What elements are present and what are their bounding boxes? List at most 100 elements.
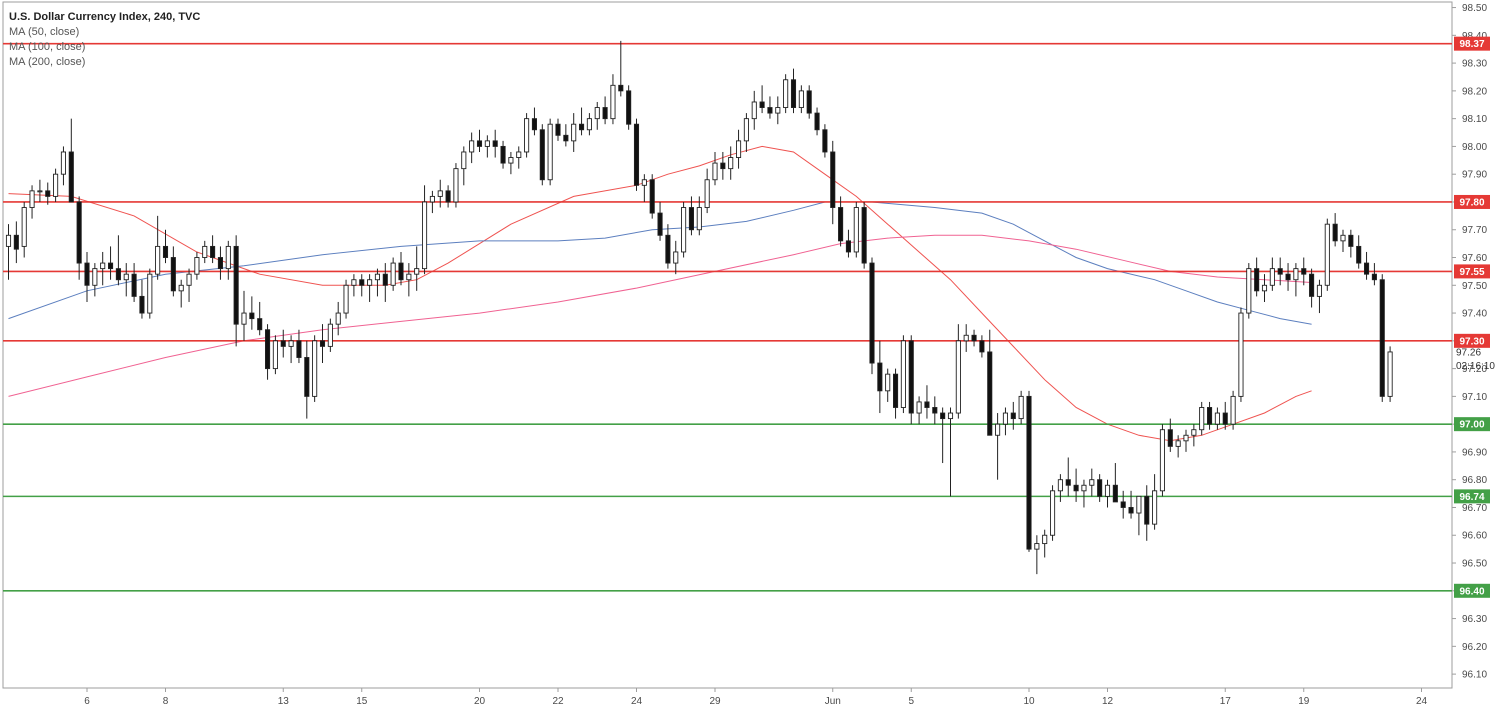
bearish-candle xyxy=(45,190,51,197)
bullish-candle xyxy=(155,245,161,275)
legend-ma100[interactable]: MA (100, close) xyxy=(9,41,86,53)
bearish-candle xyxy=(633,123,640,186)
bearish-candle xyxy=(908,340,914,414)
bullish-candle xyxy=(1089,479,1095,486)
bullish-candle xyxy=(21,207,27,247)
bearish-candle xyxy=(563,134,569,142)
bearish-candle xyxy=(971,334,977,342)
bullish-candle xyxy=(736,140,742,158)
bar-countdown-label: 02:16:10 xyxy=(1456,361,1495,372)
bullish-candle xyxy=(60,151,66,175)
bearish-candle xyxy=(1348,234,1354,247)
level-badge-label: 97.55 xyxy=(1459,267,1484,278)
resistance-level-badge xyxy=(1454,194,1490,209)
bearish-candle xyxy=(1010,412,1016,420)
legend-ma50[interactable]: MA (50, close) xyxy=(9,26,80,38)
bearish-candle xyxy=(806,90,812,114)
level-badge-label: 97.00 xyxy=(1459,420,1484,431)
bullish-candle xyxy=(461,151,467,170)
bearish-candle xyxy=(893,373,899,408)
bearish-candle xyxy=(618,84,624,92)
bearish-candle xyxy=(1356,245,1362,264)
support-level-badge xyxy=(1454,583,1490,598)
bullish-candle xyxy=(100,262,106,270)
bearish-candle xyxy=(979,340,985,353)
bearish-candle xyxy=(1285,273,1291,281)
x-tick-label: 24 xyxy=(1416,696,1428,707)
bearish-candle xyxy=(665,234,671,264)
bullish-candle xyxy=(1214,412,1220,425)
bearish-candle xyxy=(500,145,506,164)
bullish-candle xyxy=(225,245,231,270)
bullish-candle xyxy=(484,140,490,147)
bearish-candle xyxy=(838,207,844,242)
x-tick-label: 6 xyxy=(84,696,90,707)
bullish-candle xyxy=(1175,440,1181,447)
bearish-candle xyxy=(217,257,224,270)
bullish-candle xyxy=(92,268,98,286)
legend-ma200[interactable]: MA (200, close) xyxy=(9,56,86,68)
bearish-candle xyxy=(382,273,388,286)
bearish-candle xyxy=(359,279,365,286)
x-tick-label: 29 xyxy=(709,696,721,707)
bullish-candle xyxy=(241,312,247,325)
y-tick-label: 97.70 xyxy=(1462,225,1487,236)
y-tick-label: 96.20 xyxy=(1462,642,1487,653)
bullish-candle xyxy=(1104,484,1111,497)
x-tick-label: 8 xyxy=(163,696,169,707)
bearish-candle xyxy=(1206,407,1213,425)
bullish-candle xyxy=(1387,351,1393,397)
level-badge-label: 97.30 xyxy=(1459,336,1484,347)
bullish-candle xyxy=(900,340,906,408)
bearish-candle xyxy=(1026,395,1032,550)
bullish-candle xyxy=(1081,484,1087,492)
y-tick-label: 96.60 xyxy=(1462,531,1487,542)
bearish-candle xyxy=(1167,429,1173,447)
level-badge-label: 96.74 xyxy=(1459,492,1484,503)
plot-frame xyxy=(2,1,1453,689)
bullish-candle xyxy=(351,279,357,286)
bearish-candle xyxy=(555,123,561,136)
time-axis[interactable]: 6 8 13 15 20 22 24 29 Jun 5 10 12 17 19 24 xyxy=(84,688,1427,707)
bullish-candle xyxy=(1159,429,1165,492)
bearish-candle xyxy=(1254,268,1260,292)
bullish-candle xyxy=(798,90,804,108)
bullish-candle xyxy=(147,273,153,314)
level-price-badges: 98.37 97.80 97.55 97.30 97.00 96.74 96.40 xyxy=(1454,36,1490,598)
bearish-candle xyxy=(1363,262,1370,275)
resistance-level-badge xyxy=(1454,264,1490,279)
x-tick-label: 15 xyxy=(356,696,368,707)
bullish-candle xyxy=(586,118,592,131)
symbol-title[interactable]: U.S. Dollar Currency Index, 240, TVC xyxy=(9,11,201,23)
current-price-marker: 97.26 02:16:10 xyxy=(1456,347,1495,372)
y-tick-label: 97.90 xyxy=(1462,170,1487,181)
bullish-candle xyxy=(508,157,514,164)
bullish-candle xyxy=(414,268,420,275)
y-tick-label: 98.00 xyxy=(1462,142,1487,153)
bullish-candle xyxy=(524,118,530,153)
bearish-candle xyxy=(210,245,216,258)
bullish-candle xyxy=(335,312,341,325)
bearish-candle xyxy=(162,245,169,258)
y-tick-label: 97.20 xyxy=(1462,364,1487,375)
bullish-candle xyxy=(571,123,577,142)
bullish-candle xyxy=(751,101,757,120)
bearish-candle xyxy=(280,340,286,347)
bearish-candle xyxy=(76,201,82,264)
bullish-candle xyxy=(272,340,278,370)
bullish-candle xyxy=(516,151,522,158)
bearish-candle xyxy=(1379,279,1385,397)
bullish-candle xyxy=(885,373,891,392)
bullish-candle xyxy=(453,168,459,203)
bearish-candle xyxy=(1309,273,1315,297)
bullish-candle xyxy=(853,207,859,253)
bearish-candle xyxy=(767,107,773,114)
chart-legend: U.S. Dollar Currency Index, 240, TVC MA … xyxy=(9,10,200,70)
candles xyxy=(5,40,1393,575)
bullish-candle xyxy=(728,157,734,170)
bearish-candle xyxy=(170,257,176,292)
bullish-candle xyxy=(390,262,396,286)
bullish-candle xyxy=(743,118,749,142)
